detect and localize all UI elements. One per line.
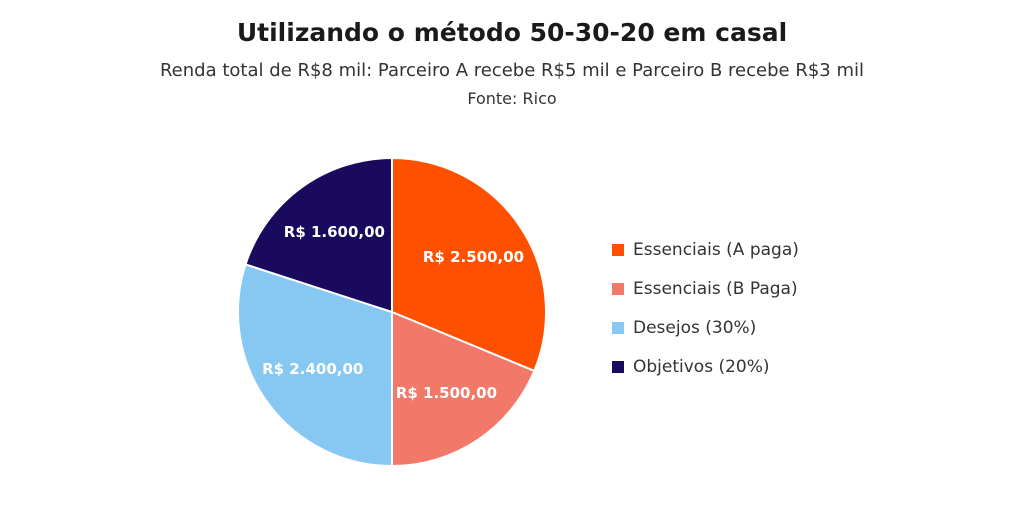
chart-title: Utilizando o método 50-30-20 em casal xyxy=(236,18,788,47)
pie-slice xyxy=(391,156,547,373)
legend-swatch xyxy=(612,243,624,256)
legend-label: Essenciais (A paga) xyxy=(633,239,799,260)
legend-swatch xyxy=(612,360,624,373)
legend-label: Objetivos (20%) xyxy=(633,356,770,377)
chart-subtitle: Renda total de R$8 mil: Parceiro A receb… xyxy=(159,60,864,81)
slice-data-label: R$ 2.400,00 xyxy=(262,360,363,378)
legend-item: Objetivos (20%) xyxy=(612,347,799,386)
chart-legend: Essenciais (A paga) Essenciais (B Paga) De… xyxy=(612,230,799,386)
legend-label: Essenciais (B Paga) xyxy=(633,278,798,299)
legend-swatch xyxy=(612,282,624,295)
slice-data-label: R$ 1.500,00 xyxy=(396,384,497,402)
slice-data-label: R$ 2.500,00 xyxy=(423,248,524,266)
pie-slice xyxy=(237,263,393,468)
legend-item: Essenciais (B Paga) xyxy=(612,269,799,308)
chart-source: Fonte: Rico xyxy=(467,89,557,108)
legend-label: Desejos (30%) xyxy=(633,317,757,338)
legend-item: Desejos (30%) xyxy=(612,308,799,347)
slice-data-label: R$ 1.600,00 xyxy=(284,223,385,241)
pie-slice xyxy=(391,310,536,468)
legend-item: Essenciais (A paga) xyxy=(612,230,799,269)
legend-swatch xyxy=(612,321,624,334)
pie-slice xyxy=(244,156,393,314)
